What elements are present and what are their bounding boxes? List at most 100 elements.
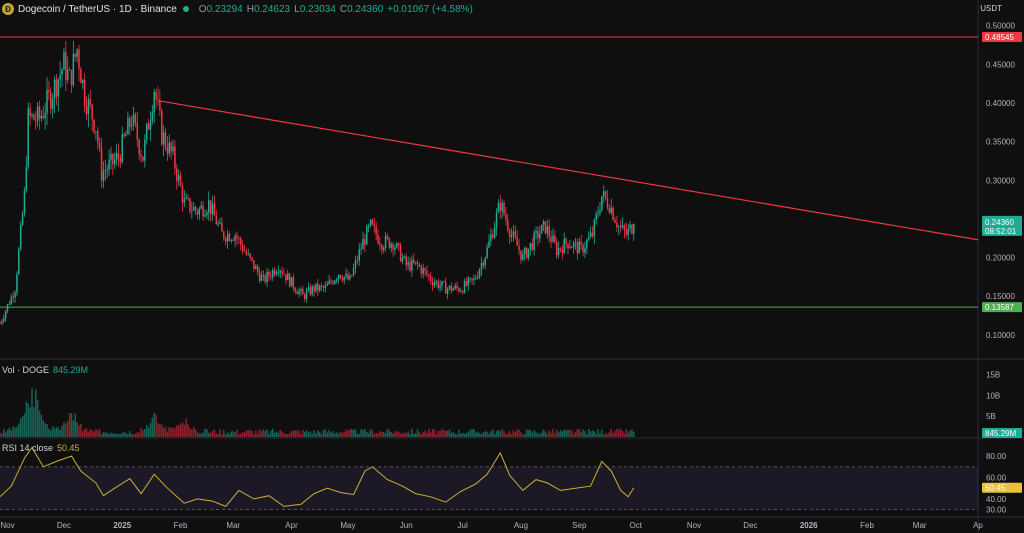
candle-body	[315, 283, 317, 292]
candle-body	[100, 147, 103, 181]
resistance-price-badge: 0.48545	[985, 33, 1014, 42]
volume-bar	[202, 432, 204, 437]
volume-bar	[571, 430, 573, 437]
volume-bar	[610, 428, 612, 437]
volume-bar	[34, 389, 37, 437]
volume-bar	[113, 433, 116, 437]
volume-bar	[397, 431, 400, 437]
candle-body	[206, 212, 208, 216]
candle-body	[87, 98, 90, 115]
high-label: H	[246, 3, 254, 15]
candle-body	[392, 243, 394, 250]
candle-body	[234, 235, 236, 241]
symbol-title[interactable]: Dogecoin / TetherUS · 1D · Binance	[18, 3, 177, 15]
candle-body	[160, 110, 163, 145]
candle-body	[356, 260, 359, 262]
candle-body	[187, 197, 189, 199]
volume-bar	[80, 424, 82, 437]
candle-body	[330, 280, 332, 283]
candle-body	[467, 278, 470, 286]
candle-body	[72, 54, 75, 85]
last-price-badge: 0.24360	[985, 218, 1014, 227]
volume-bar	[194, 429, 197, 437]
volume-bar	[335, 432, 338, 437]
candle-body	[42, 115, 45, 118]
rsi-line	[0, 446, 635, 508]
countdown-badge: 08:52:01	[985, 227, 1017, 236]
candle-body	[14, 292, 16, 298]
volume-bar	[362, 430, 364, 437]
candle-body	[618, 226, 620, 228]
candle-body	[550, 236, 552, 242]
volume-bar	[352, 430, 355, 437]
volume-bar	[371, 430, 374, 437]
volume-bar	[429, 432, 432, 437]
volume-bar	[281, 431, 283, 437]
candle-body	[287, 273, 289, 281]
volume-bar	[25, 401, 28, 437]
volume-bar	[320, 434, 323, 437]
volume-bar	[198, 433, 201, 437]
volume-bar	[350, 428, 353, 437]
candle-body	[416, 261, 419, 265]
candle-body	[202, 205, 204, 217]
candle-body	[569, 247, 571, 249]
volume-bar	[102, 432, 105, 437]
volume-bar	[140, 427, 142, 437]
candle-body	[428, 274, 430, 277]
volume-bar	[599, 433, 601, 437]
volume-bar	[89, 429, 92, 437]
candle-body	[326, 284, 329, 286]
time-tick-label: Feb	[860, 521, 874, 530]
volume-bar	[542, 429, 545, 437]
volume-bar	[448, 429, 451, 437]
downtrend-line	[157, 100, 979, 241]
volume-bar	[200, 433, 202, 437]
volume-bar	[106, 432, 108, 437]
candle-body	[507, 220, 509, 231]
volume-bar	[0, 432, 1, 437]
volume-bar	[303, 431, 306, 437]
volume-bar	[151, 417, 154, 437]
volume-bar	[271, 428, 274, 437]
candle-body	[431, 281, 434, 286]
candle-body	[226, 233, 229, 242]
candle-body	[57, 79, 60, 97]
candle-body	[106, 169, 108, 171]
volume-bar	[238, 433, 240, 437]
candle-body	[36, 106, 39, 121]
candle-body	[578, 241, 581, 254]
candle-body	[0, 323, 1, 325]
volume-bar	[546, 434, 549, 437]
candle-body	[352, 267, 355, 276]
candle-body	[567, 243, 569, 249]
volume-bar	[550, 432, 552, 437]
volume-bar	[76, 422, 78, 437]
symbol-header: Ð Dogecoin / TetherUS · 1D · Binance O 0.…	[0, 0, 473, 18]
candle-body	[501, 202, 503, 211]
volume-bar	[241, 431, 244, 437]
candle-body	[546, 226, 549, 234]
volume-bar	[407, 431, 409, 437]
candle-body	[544, 221, 547, 234]
volume-bar	[181, 422, 184, 437]
candle-body	[574, 241, 577, 243]
volume-bar	[226, 432, 229, 437]
candle-body	[112, 153, 114, 165]
volume-bar	[191, 429, 193, 437]
volume-bar	[31, 388, 33, 437]
candle-body	[55, 79, 58, 97]
candle-body	[51, 99, 54, 109]
volume-bar	[356, 433, 359, 437]
volume-bar	[232, 431, 234, 437]
candle-body	[379, 243, 381, 246]
currency-label[interactable]: USDT	[980, 4, 1002, 13]
volume-bar	[213, 429, 216, 437]
volume-bar	[221, 434, 223, 437]
volume-bar	[411, 428, 413, 437]
volume-bar	[604, 433, 607, 437]
volume-bar	[290, 431, 293, 437]
volume-bar	[501, 428, 503, 437]
candle-body	[172, 146, 174, 152]
